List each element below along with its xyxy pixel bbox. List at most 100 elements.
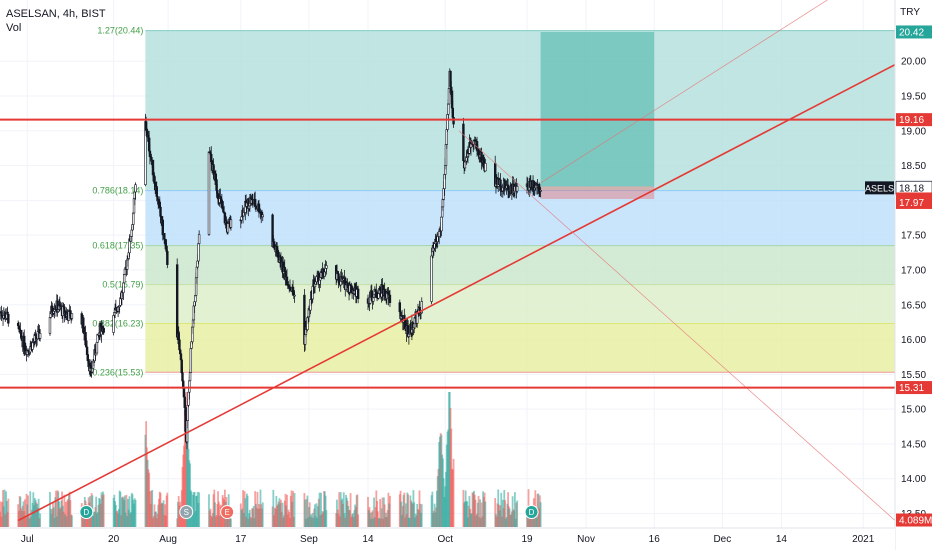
time-tick-label: Oct xyxy=(437,534,453,545)
time-tick-label: 16 xyxy=(649,534,661,545)
price-tick-label: 17.00 xyxy=(901,265,926,276)
volume-bar xyxy=(95,496,98,527)
volume-bar xyxy=(338,492,341,527)
volume-bar xyxy=(504,500,506,527)
candle-body xyxy=(70,313,74,319)
fib-zone xyxy=(145,284,895,324)
time-tick-label: Aug xyxy=(159,534,177,545)
time-tick-label: 17 xyxy=(235,534,247,545)
volume-bar xyxy=(125,494,128,527)
volume-bar xyxy=(516,500,519,527)
candle-body xyxy=(189,348,193,373)
volume-bar xyxy=(474,499,477,527)
candle-body xyxy=(132,212,135,225)
fib-retracement: 1.27(20.44)0.786(18.14)0.618(17.35)0.5(1… xyxy=(92,26,895,377)
volume-bar xyxy=(242,490,244,527)
volume-bar xyxy=(357,514,360,527)
price-tick-label: 15.00 xyxy=(901,405,926,416)
volume-bar xyxy=(244,498,247,527)
event-marker xyxy=(179,505,194,519)
price-label: 4.089M xyxy=(899,516,932,527)
volume-bar xyxy=(164,504,166,527)
candle-body xyxy=(188,372,192,382)
candle-body xyxy=(515,186,519,192)
volume-bar xyxy=(373,497,375,527)
candle-body xyxy=(440,216,443,232)
candle-body xyxy=(539,190,542,192)
price-tick-label: 19.50 xyxy=(901,91,926,102)
volume-bar xyxy=(315,503,318,527)
price-axis: 20.0019.5019.0018.5018.0017.5017.0016.50… xyxy=(865,0,932,550)
candle-body xyxy=(437,231,441,237)
candle-body xyxy=(86,354,90,362)
trendline xyxy=(458,130,896,521)
position-stop-zone xyxy=(540,186,655,199)
event-marker-label: D xyxy=(529,508,535,517)
candle-body xyxy=(420,301,423,314)
trendline xyxy=(17,63,896,522)
candle-body xyxy=(229,219,233,228)
candle-body xyxy=(197,243,200,262)
candle-body xyxy=(226,223,230,233)
volume-bar xyxy=(261,502,264,527)
price-tick-label: 15.50 xyxy=(901,370,926,381)
price-tick-label: 19.00 xyxy=(901,126,926,137)
time-tick-label: 20 xyxy=(108,534,120,545)
price-tick-label: 14.00 xyxy=(901,474,926,485)
fib-zone xyxy=(145,245,895,285)
time-tick-label: Dec xyxy=(713,534,731,545)
volume-bar xyxy=(318,492,321,527)
price-label-bg xyxy=(896,513,932,527)
candle-body xyxy=(122,282,125,293)
candle-body xyxy=(188,380,191,393)
volume-bar xyxy=(314,504,316,527)
trendline xyxy=(540,0,828,184)
price-label: 15.31 xyxy=(899,383,924,394)
time-tick-label: 19 xyxy=(521,534,533,545)
symbol-title[interactable]: ASELSAN, 4h, BIST xyxy=(6,8,106,20)
candle-body xyxy=(122,274,126,284)
candle-body xyxy=(102,327,105,333)
candle-body xyxy=(499,179,502,191)
volume-bar xyxy=(39,513,42,527)
volume-bar xyxy=(420,504,423,527)
volume-bar xyxy=(272,489,275,527)
event-marker-label: D xyxy=(83,508,89,517)
volume-bar xyxy=(292,491,294,527)
candle-body xyxy=(219,196,222,199)
price-label: 20.42 xyxy=(899,27,924,38)
fib-zone xyxy=(145,190,895,246)
fib-level-label: 0.236(15.53) xyxy=(92,367,143,377)
price-tick-label: 16.00 xyxy=(901,335,926,346)
event-marker xyxy=(79,505,94,519)
volume-bar xyxy=(230,518,232,527)
volume-bar xyxy=(479,499,481,527)
fib-zone xyxy=(145,30,895,191)
candle-body xyxy=(356,288,360,300)
volume-bar xyxy=(64,501,67,527)
price-label: 19.16 xyxy=(899,115,924,126)
volume-bar xyxy=(494,498,497,527)
volume-bar xyxy=(37,498,40,527)
event-marker xyxy=(524,505,539,519)
volume-bar xyxy=(407,494,410,527)
volume-bar xyxy=(413,502,416,527)
volume-bar xyxy=(389,495,391,527)
candles xyxy=(0,68,542,450)
volume-indicator-label[interactable]: Vol xyxy=(6,22,22,34)
time-tick-label: Nov xyxy=(577,534,595,545)
volume-bar xyxy=(71,515,73,527)
price-tick-label: 16.50 xyxy=(901,300,926,311)
candle-body xyxy=(447,103,450,115)
volume-bar xyxy=(281,502,284,527)
volume-bar xyxy=(102,494,105,527)
volume-bar xyxy=(293,492,296,527)
candle-body xyxy=(484,163,487,172)
volume-bar xyxy=(400,501,403,527)
volume-bar xyxy=(246,495,249,527)
volume-bar xyxy=(431,491,434,527)
volume-bar xyxy=(151,489,154,527)
fib-level-label: 0.618(17.35) xyxy=(92,241,143,251)
